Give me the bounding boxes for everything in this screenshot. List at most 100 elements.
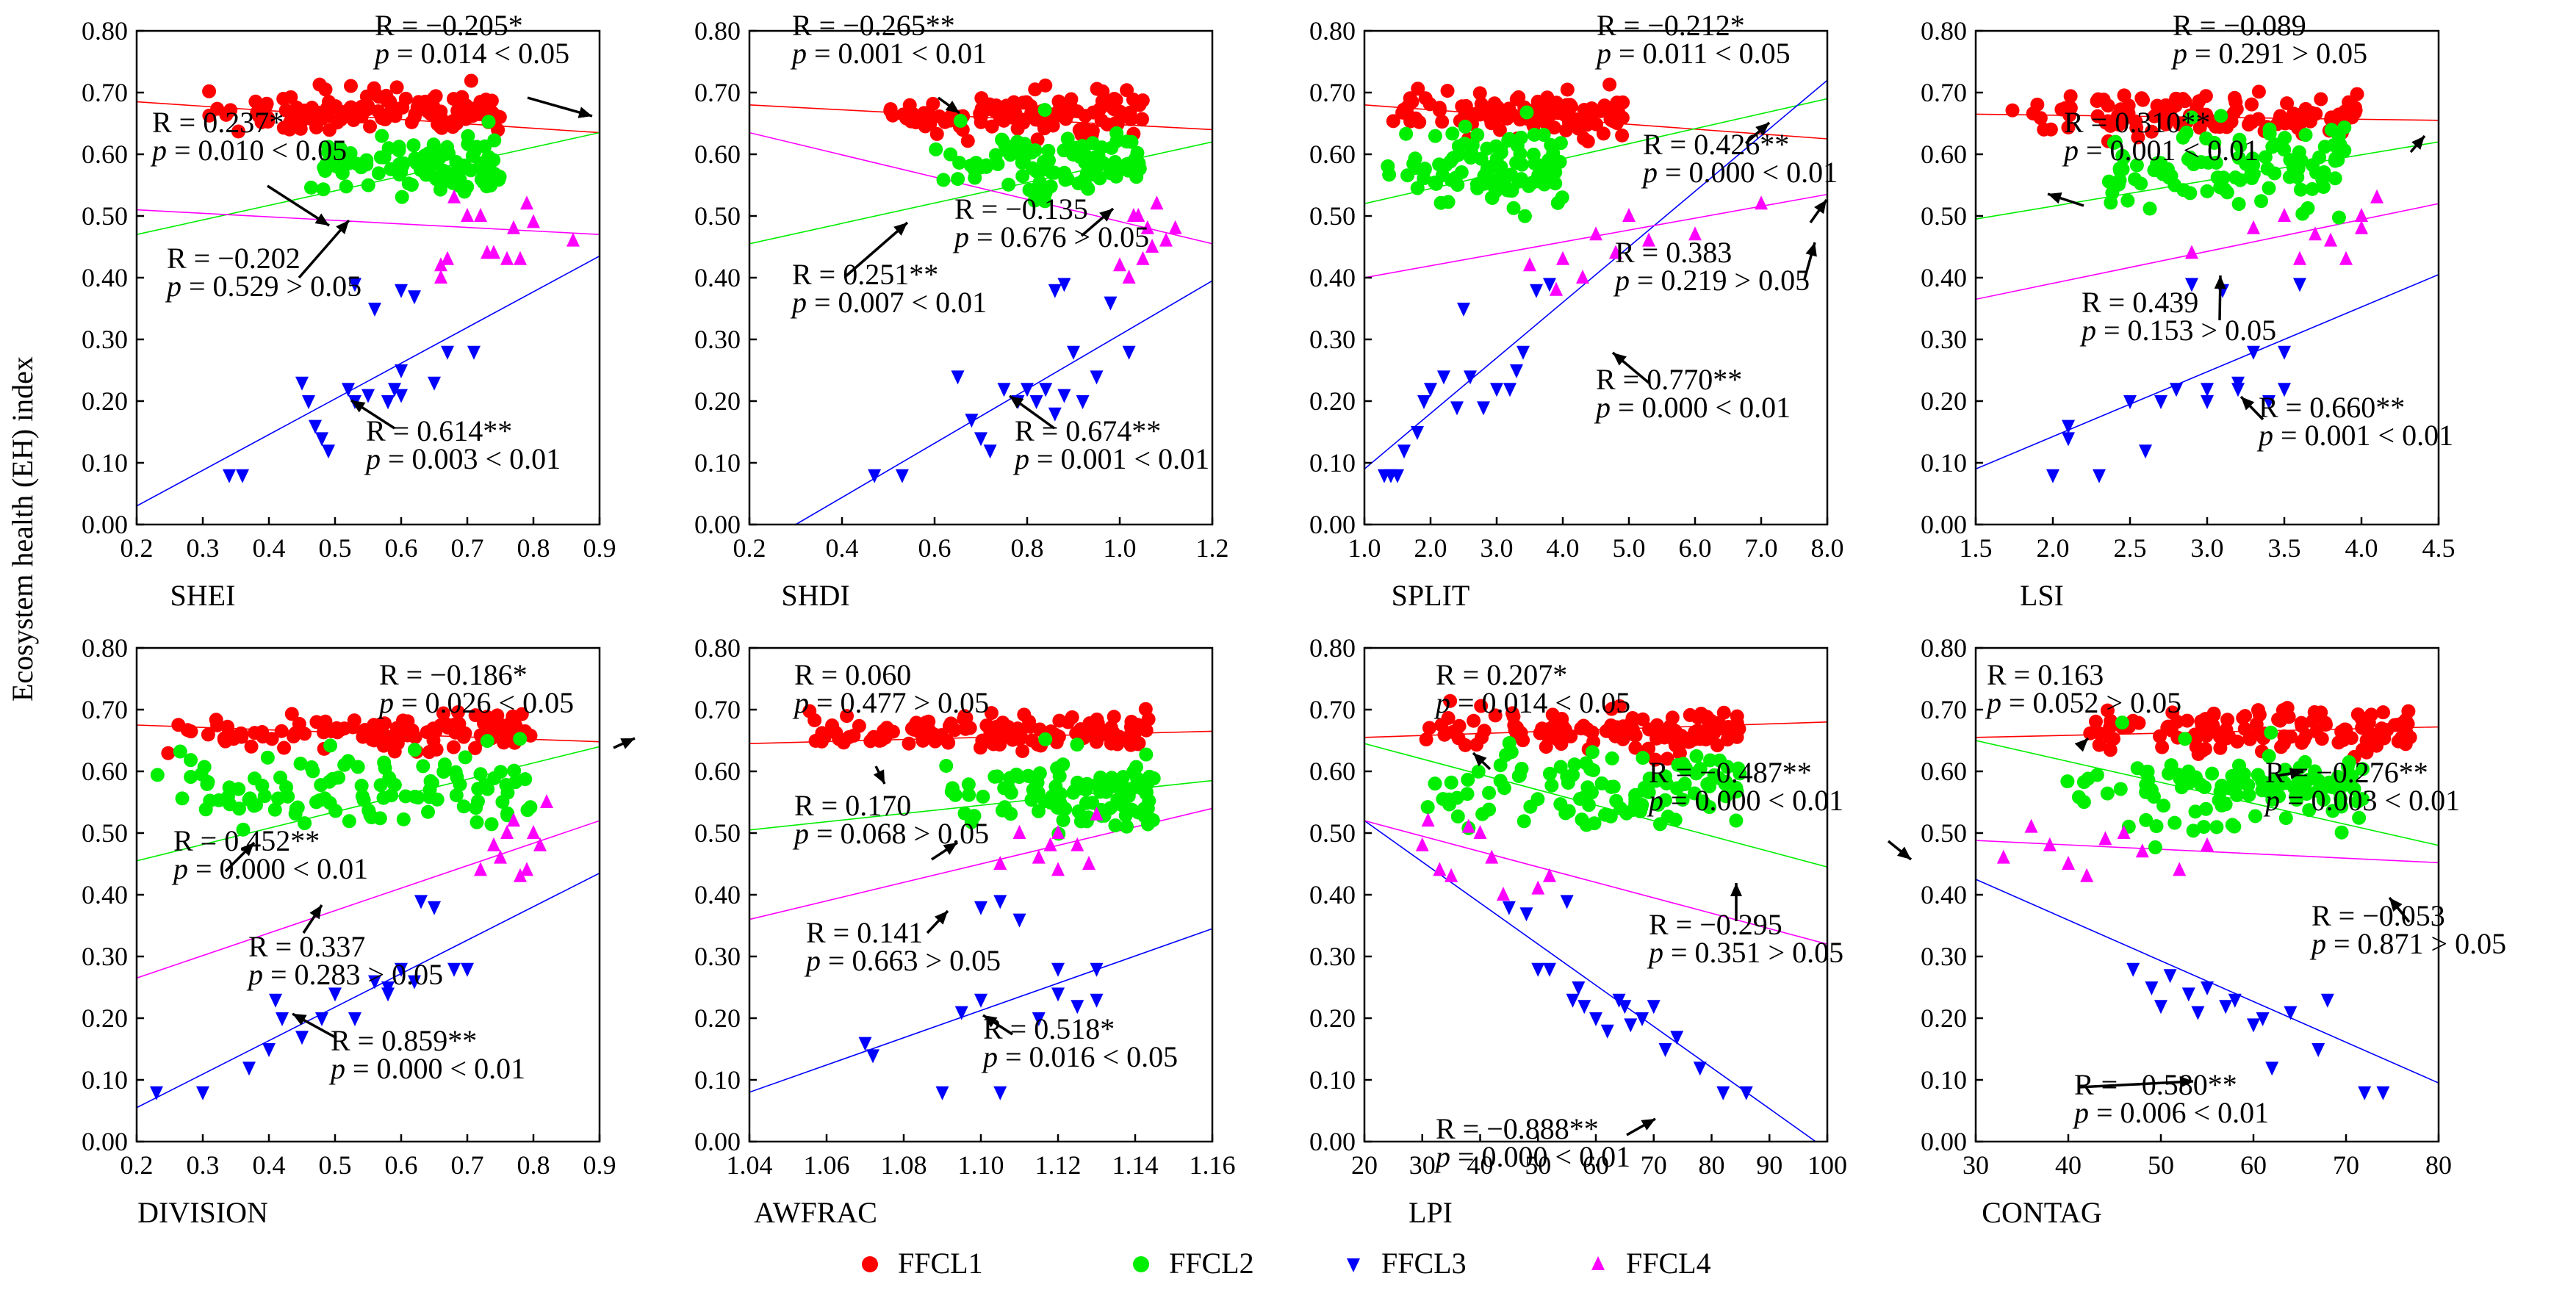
point-ffcl2 bbox=[961, 777, 976, 792]
arrow-head bbox=[2214, 275, 2226, 289]
point-ffcl1 bbox=[1134, 720, 1149, 735]
stat-annotation: R = −0.212*p = 0.011 < 0.05 bbox=[1594, 9, 1791, 145]
legend-item-ffcl4: FFCL4 bbox=[1591, 1247, 1711, 1280]
point-ffcl2 bbox=[2322, 775, 2336, 790]
x-tick-label: 100 bbox=[1807, 1150, 1847, 1180]
point-ffcl1 bbox=[492, 719, 506, 734]
point-ffcl1 bbox=[2401, 704, 2416, 718]
point-ffcl1 bbox=[445, 120, 460, 134]
y-tick-label: 0.50 bbox=[1309, 818, 1356, 848]
x-tick-label: 80 bbox=[2425, 1150, 2452, 1180]
point-ffcl1 bbox=[2376, 705, 2391, 720]
point-ffcl1 bbox=[2005, 103, 2020, 118]
point-ffcl4 bbox=[2135, 843, 2149, 858]
point-ffcl4 bbox=[474, 208, 487, 222]
point-ffcl2 bbox=[1503, 132, 1518, 147]
point-ffcl2 bbox=[1446, 151, 1461, 165]
point-ffcl1 bbox=[1493, 102, 1508, 117]
point-ffcl3 bbox=[2311, 1043, 2325, 1057]
point-ffcl2 bbox=[1511, 768, 1526, 783]
point-ffcl2 bbox=[2331, 210, 2346, 225]
point-ffcl2 bbox=[1031, 785, 1046, 800]
point-ffcl1 bbox=[2103, 118, 2118, 133]
point-ffcl2 bbox=[1075, 139, 1090, 154]
point-ffcl2 bbox=[1146, 771, 1161, 786]
x-tick-label: 3.5 bbox=[2268, 533, 2301, 563]
y-tick-label: 0.80 bbox=[1921, 16, 1967, 46]
point-ffcl2 bbox=[354, 779, 369, 793]
point-ffcl4 bbox=[540, 794, 553, 808]
point-ffcl4 bbox=[1421, 812, 1435, 827]
point-ffcl1 bbox=[2251, 112, 2266, 126]
x-tick-label: 2.5 bbox=[2114, 533, 2147, 563]
point-ffcl2 bbox=[375, 129, 389, 143]
y-tick-label: 0.30 bbox=[1921, 942, 1967, 971]
point-ffcl1 bbox=[2274, 740, 2289, 754]
point-ffcl1 bbox=[318, 714, 333, 729]
point-ffcl2 bbox=[1506, 201, 1521, 215]
point-ffcl2 bbox=[406, 138, 421, 153]
p-value: p = 0.014 < 0.05 bbox=[373, 37, 569, 70]
point-ffcl2 bbox=[173, 744, 187, 759]
point-ffcl2 bbox=[1045, 789, 1059, 804]
fit-line-ffcl3 bbox=[137, 872, 600, 1109]
x-tick-label: 70 bbox=[2333, 1150, 2359, 1180]
y-tick-label: 0.40 bbox=[1921, 263, 1967, 292]
y-tick-label: 0.20 bbox=[82, 1003, 128, 1033]
point-ffcl1 bbox=[2314, 732, 2329, 746]
point-ffcl1 bbox=[1636, 712, 1650, 727]
point-ffcl2 bbox=[337, 757, 352, 772]
p-value: p = 0.153 > 0.05 bbox=[2079, 314, 2276, 347]
point-ffcl1 bbox=[328, 99, 343, 114]
point-ffcl2 bbox=[350, 760, 365, 774]
point-ffcl1 bbox=[286, 729, 301, 744]
y-tick-label: 0.60 bbox=[1309, 757, 1356, 786]
arrow-head bbox=[1010, 396, 1024, 409]
point-ffcl3 bbox=[1051, 987, 1065, 1002]
point-ffcl1 bbox=[1541, 730, 1556, 745]
point-ffcl3 bbox=[1572, 981, 1586, 995]
point-ffcl2 bbox=[2115, 716, 2129, 730]
point-ffcl3 bbox=[1477, 401, 1490, 416]
point-ffcl1 bbox=[1554, 737, 1569, 752]
point-ffcl2 bbox=[2162, 170, 2176, 185]
point-ffcl2 bbox=[1675, 793, 1690, 807]
point-ffcl2 bbox=[1037, 194, 1052, 209]
point-ffcl1 bbox=[840, 709, 855, 724]
point-ffcl1 bbox=[2063, 89, 2078, 104]
point-ffcl2 bbox=[1689, 749, 1704, 763]
point-ffcl1 bbox=[2188, 732, 2203, 746]
point-ffcl2 bbox=[342, 814, 356, 829]
point-ffcl2 bbox=[2291, 774, 2306, 788]
y-tick-label: 0.30 bbox=[694, 942, 741, 971]
point-ffcl2 bbox=[1134, 781, 1149, 796]
point-ffcl1 bbox=[221, 727, 236, 741]
x-tick-label: 4.5 bbox=[2422, 533, 2456, 563]
point-ffcl2 bbox=[1056, 757, 1071, 772]
x-axis-label: LSI bbox=[2020, 579, 2064, 612]
point-ffcl1 bbox=[1602, 724, 1616, 738]
point-ffcl1 bbox=[960, 134, 975, 148]
x-tick-label: 1.2 bbox=[1196, 533, 1229, 563]
point-ffcl1 bbox=[877, 724, 891, 738]
point-ffcl1 bbox=[1612, 699, 1627, 713]
point-ffcl1 bbox=[863, 734, 878, 749]
point-ffcl1 bbox=[1511, 90, 1526, 104]
arrow-head bbox=[983, 1015, 998, 1028]
panel-division: 0.00 0.10 0.20 0.30 0.40 0.50 0.60 0.70 0.80 0.2 0… bbox=[82, 633, 636, 1229]
point-ffcl1 bbox=[1710, 738, 1724, 753]
y-tick-label: 0.10 bbox=[1309, 448, 1356, 477]
x-tick-label: 0.2 bbox=[120, 533, 154, 563]
y-tick-label: 0.00 bbox=[1309, 1127, 1356, 1156]
point-ffcl2 bbox=[1037, 154, 1051, 169]
point-ffcl1 bbox=[2165, 705, 2180, 720]
point-ffcl2 bbox=[2342, 755, 2356, 770]
point-ffcl1 bbox=[244, 739, 259, 754]
point-ffcl1 bbox=[2295, 735, 2309, 750]
y-tick-label: 0.10 bbox=[694, 448, 741, 477]
point-ffcl4 bbox=[566, 232, 580, 247]
point-ffcl1 bbox=[1443, 693, 1458, 708]
point-ffcl2 bbox=[2200, 184, 2215, 198]
